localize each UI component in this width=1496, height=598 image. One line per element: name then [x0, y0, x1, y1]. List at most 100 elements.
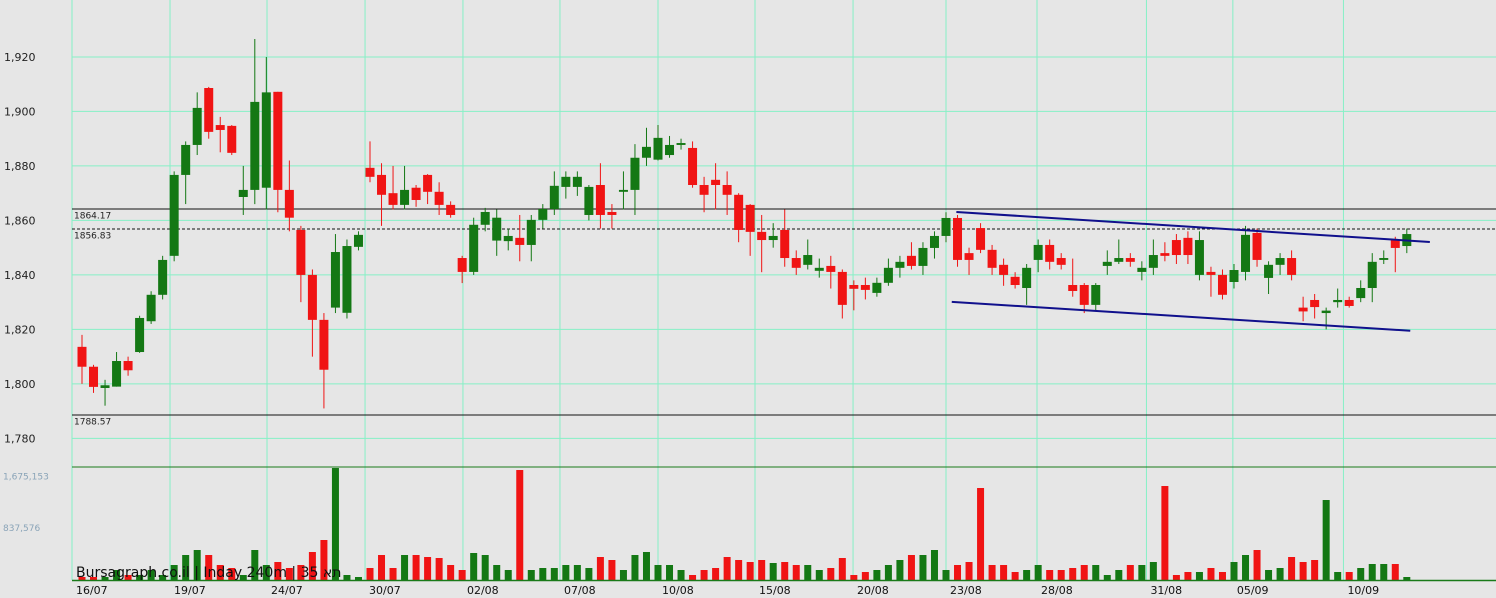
candle-body [319, 319, 329, 370]
volume-bar [758, 560, 766, 580]
x-tick-label: 10/08 [662, 584, 694, 597]
candle-body [1091, 284, 1101, 305]
volume-bar [1011, 572, 1019, 580]
volume-bar [619, 570, 627, 580]
candle-body [745, 204, 755, 232]
candle-body [757, 231, 767, 241]
candle-body [768, 235, 778, 241]
volume-bar [850, 575, 858, 580]
volume-bar [1265, 570, 1273, 580]
volume-tick-label: 1,675,153 [3, 473, 49, 483]
volume-bar [746, 561, 754, 580]
x-tick-label: 07/08 [564, 584, 596, 597]
volume-bar [1357, 567, 1365, 580]
volume-bar [1311, 560, 1319, 580]
candle-body [261, 92, 271, 188]
candle-body [365, 167, 375, 177]
volume-bar [907, 555, 915, 580]
candle-body [296, 229, 306, 275]
volume-bar [320, 540, 328, 580]
candle-body [572, 176, 582, 187]
candle-body [1183, 237, 1193, 256]
candle-body [169, 174, 179, 256]
candle-body [1333, 299, 1343, 303]
candle-body [135, 317, 145, 353]
candle-body [469, 224, 479, 272]
volume-bar [608, 560, 616, 580]
x-tick-label: 10/09 [1347, 584, 1379, 597]
volume-bar [205, 555, 213, 580]
candle-body [1068, 284, 1078, 291]
volume-bar [1207, 567, 1215, 580]
candle-body [492, 217, 502, 241]
volume-bar [942, 570, 950, 580]
candle-body [238, 189, 248, 197]
candle-body [411, 187, 421, 200]
volume-bar [401, 555, 409, 580]
volume-bar [1126, 564, 1134, 580]
candle-body [653, 137, 663, 160]
candle-body [89, 366, 99, 387]
volume-bar [1103, 575, 1111, 580]
candle-body [722, 185, 732, 195]
candle-body [158, 259, 168, 295]
candle-body [1171, 240, 1181, 256]
volume-bar [1115, 570, 1123, 580]
candle-body [1367, 261, 1377, 288]
candle-body [1102, 261, 1112, 266]
volume-bar [216, 564, 224, 580]
candle-body [953, 217, 963, 260]
volume-bar [1069, 567, 1077, 580]
volume-bar [493, 564, 501, 580]
candle-body [999, 264, 1009, 275]
volume-bar [666, 564, 674, 580]
level-label: 1788.57 [74, 418, 111, 428]
volume-bar [700, 570, 708, 580]
x-tick-label: 31/08 [1150, 584, 1182, 597]
candle-body [1321, 310, 1331, 314]
candle-body [1310, 299, 1320, 308]
candle-body [1148, 255, 1158, 268]
volume-bar [977, 488, 985, 580]
candle-body [791, 258, 801, 268]
volume-bar [596, 557, 604, 580]
candle-body [538, 208, 548, 220]
candle-body [457, 258, 467, 272]
volume-bar [1368, 564, 1376, 580]
candle-body [250, 101, 260, 190]
candle-body [1206, 271, 1216, 275]
volume-bar [838, 558, 846, 580]
candle-body [826, 265, 836, 272]
volume-bar [170, 564, 178, 580]
candle-body [699, 185, 709, 195]
volume-bar [1034, 564, 1042, 580]
volume-bar [239, 575, 247, 580]
y-tick-label: 1,880 [4, 160, 36, 173]
candle-body [814, 267, 824, 271]
candle-body [1264, 264, 1274, 278]
candle-body [918, 247, 928, 266]
candle-body [872, 282, 882, 293]
y-tick-label: 1,920 [4, 51, 36, 64]
volume-bar [1092, 564, 1100, 580]
volume-bar [642, 552, 650, 580]
volume-bar [182, 555, 190, 580]
volume-bar [930, 550, 938, 580]
volume-bar [481, 555, 489, 580]
volume-bar [896, 560, 904, 580]
candle-body [734, 194, 744, 230]
volume-bar [873, 570, 881, 580]
volume-bar [262, 564, 270, 580]
candle-body [526, 219, 536, 245]
volume-bar [988, 564, 996, 580]
candle-body [849, 284, 859, 289]
volume-bar [954, 564, 962, 580]
volume-bar [884, 564, 892, 580]
volume-bar [550, 567, 558, 580]
volume-bar [1023, 570, 1031, 580]
y-tick-label: 1,800 [4, 378, 36, 391]
trend-line [951, 300, 1411, 332]
candle-body [434, 191, 444, 205]
volume-bar [792, 564, 800, 580]
candle-body [1160, 253, 1170, 256]
